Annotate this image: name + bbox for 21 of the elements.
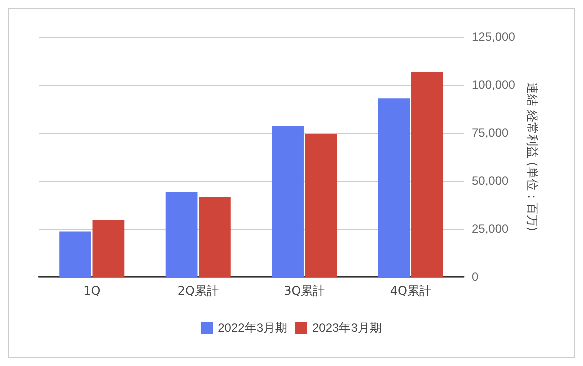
x-tick-label: 1Q xyxy=(84,284,101,298)
legend-label: 2022年3月期 xyxy=(218,321,288,335)
y-tick-label: 100,000 xyxy=(472,78,516,92)
bar xyxy=(412,72,444,277)
y-tick-label: 75,000 xyxy=(472,126,510,140)
bar xyxy=(305,134,338,277)
bar xyxy=(272,126,304,277)
bar xyxy=(199,197,231,277)
legend-label: 2023年3月期 xyxy=(312,321,382,335)
bar xyxy=(166,192,198,277)
bar xyxy=(92,220,125,277)
y-tick-label: 125,000 xyxy=(472,30,516,44)
x-tick-label: 2Q累計 xyxy=(178,284,219,298)
y-tick-label: 50,000 xyxy=(472,174,510,188)
y-tick-label: 0 xyxy=(472,270,479,284)
x-tick-label: 4Q累計 xyxy=(390,284,432,298)
bar xyxy=(60,232,92,277)
x-tick-label: 3Q累計 xyxy=(284,284,326,298)
y-tick-label: 25,000 xyxy=(472,222,510,236)
y-axis-title: 連結 経常利益 (単位：百万) xyxy=(525,82,540,232)
bar xyxy=(378,98,410,277)
